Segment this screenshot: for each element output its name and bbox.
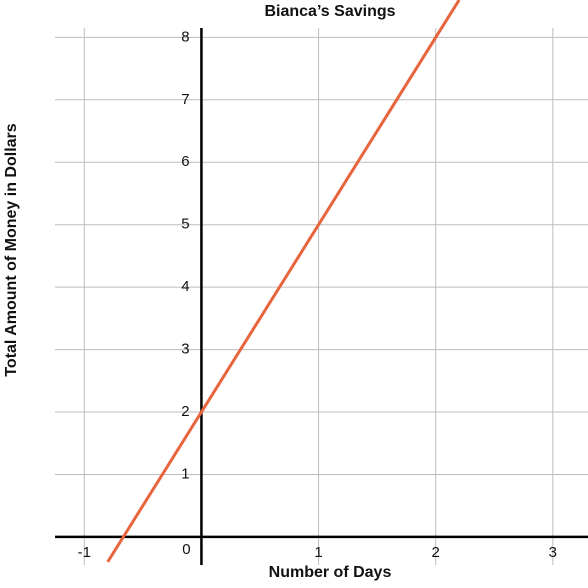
x-tick-label: 2 [432, 544, 440, 561]
y-tick-label: 4 [181, 278, 189, 295]
y-tick-label: 5 [181, 216, 189, 233]
x-tick-label: 1 [314, 544, 322, 561]
x-tick-label: 0 [182, 541, 190, 558]
y-tick-label: 3 [181, 341, 189, 358]
data-line [106, 0, 461, 563]
y-tick-label: 1 [181, 465, 189, 482]
y-tick-label: 8 [181, 28, 189, 45]
y-tick-label: 6 [181, 153, 189, 170]
y-tick-label: 7 [181, 91, 189, 108]
y-tick-label: 2 [181, 403, 189, 420]
y-axis-label: Total Amount of Money in Dollars [3, 123, 20, 376]
x-tick-label: -1 [78, 544, 91, 561]
x-axis-label: Number of Days [269, 564, 392, 581]
x-tick-label: 3 [549, 544, 557, 561]
chart-title: Bianca’s Savings [264, 3, 395, 20]
